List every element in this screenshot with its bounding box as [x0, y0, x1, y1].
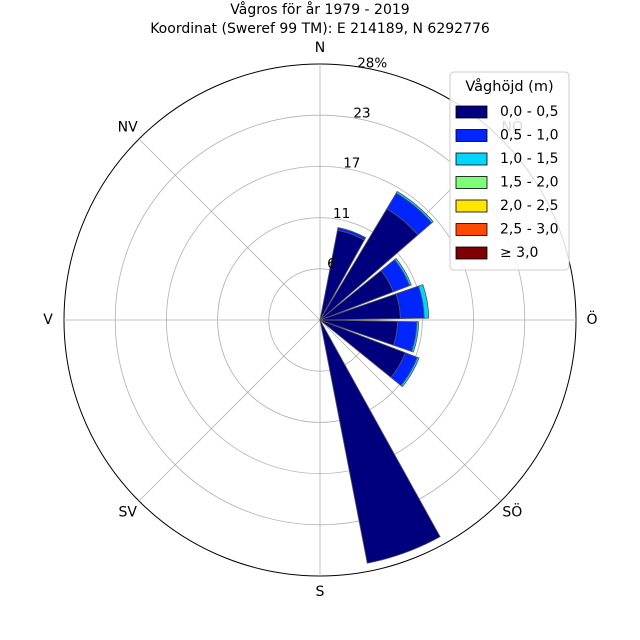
- legend-swatch: [455, 199, 488, 213]
- radial-tick-labels: 6 11 17 23 28%: [327, 55, 387, 272]
- grid-spoke: [319, 319, 502, 502]
- chart-subtitle: Koordinat (Sweref 99 TM): E 214189, N 62…: [150, 21, 490, 37]
- rose-bar-segment: [411, 321, 420, 353]
- legend-title: Våghöjd (m): [465, 78, 553, 95]
- radial-tick-label: 28%: [357, 55, 387, 71]
- legend-swatch: [455, 246, 488, 260]
- polar-grid: [63, 63, 577, 577]
- legend-label: 1,0 - 1,5: [500, 151, 558, 167]
- direction-label: V: [43, 312, 53, 328]
- direction-label: NV: [118, 120, 138, 136]
- direction-label: N: [315, 40, 325, 56]
- radial-tick-label: 23: [353, 105, 370, 121]
- rose-bars: [319, 190, 441, 564]
- rose-bar-segment: [418, 284, 430, 319]
- legend-label: ≥ 3,0: [500, 245, 538, 261]
- legend-swatch: [455, 223, 488, 236]
- direction-label: S: [316, 584, 325, 600]
- legend-label: 1,5 - 2,0: [500, 175, 558, 191]
- rose-bar-segment: [336, 227, 367, 241]
- legend-swatch: [455, 176, 488, 189]
- legend-box: [449, 71, 570, 271]
- direction-label: SV: [118, 504, 137, 520]
- legend-label: 0,5 - 1,0: [500, 128, 558, 144]
- legend-label: 0,0 - 0,5: [500, 104, 558, 120]
- rose-bar-segment: [400, 356, 420, 388]
- rose-bar-segment: [394, 257, 412, 287]
- grid-spoke: [138, 138, 321, 321]
- legend: Våghöjd (m) 0,0 - 0,5 0,5 - 1,0 1,0 - 1,5 1,…: [449, 71, 570, 271]
- radial-tick-label: 6: [327, 256, 336, 272]
- legend-swatch: [455, 152, 488, 166]
- radial-tick-label: 11: [333, 206, 350, 222]
- legend-label: 2,0 - 2,5: [500, 198, 558, 214]
- rose-bar-segment: [395, 190, 434, 224]
- chart-title: Vågros för år 1979 - 2019: [230, 1, 409, 18]
- rose-bar-segment: [319, 319, 441, 564]
- legend-swatch: [455, 105, 488, 119]
- legend-swatch: [455, 129, 488, 142]
- radial-tick-label: 17: [343, 156, 360, 172]
- grid-spoke: [138, 319, 321, 502]
- direction-label: Ö: [586, 310, 597, 328]
- legend-label: 2,5 - 3,0: [500, 222, 558, 238]
- direction-label: SÖ: [502, 502, 522, 520]
